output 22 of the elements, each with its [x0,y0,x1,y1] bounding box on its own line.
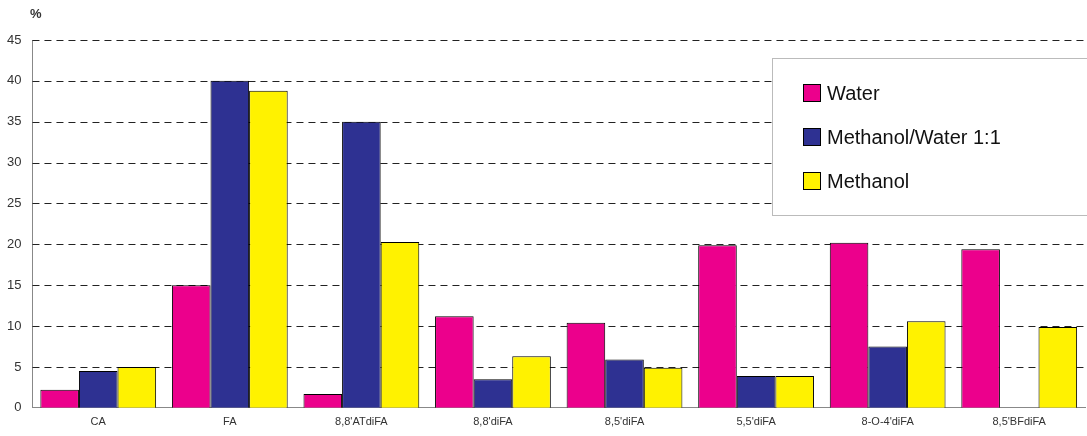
y-tick-label: 45 [6,31,22,47]
legend-label: Methanol/Water 1:1 [827,125,1001,149]
x-tick-label: 8,5'BFdiFA [992,415,1047,428]
y-tick-label: 10 [6,317,22,333]
y-tick-label: 25 [6,195,22,211]
y-tick-label: 0 [14,399,22,415]
legend-label: Methanol [827,169,910,193]
x-tick-label: FA [223,415,238,428]
x-tick-label: 8,8'ATdiFA [335,415,389,428]
x-tick-label: CA [90,415,107,428]
x-tick-label: 8-O-4'diFA [861,415,915,428]
y-tick-label: 40 [6,72,22,88]
x-tick-label: 8,8'diFA [473,415,514,428]
y-tick-label: 15 [6,276,22,292]
y-axis-title: % [30,6,42,21]
legend-label: Water [827,81,880,105]
y-tick-label: 35 [6,113,22,129]
y-tick-label: 5 [14,358,22,374]
x-tick-label: 5,5'diFA [736,415,777,428]
y-tick-label: 20 [6,235,22,251]
y-tick-label: 30 [6,154,22,170]
x-tick-label: 8,5'diFA [604,415,645,428]
